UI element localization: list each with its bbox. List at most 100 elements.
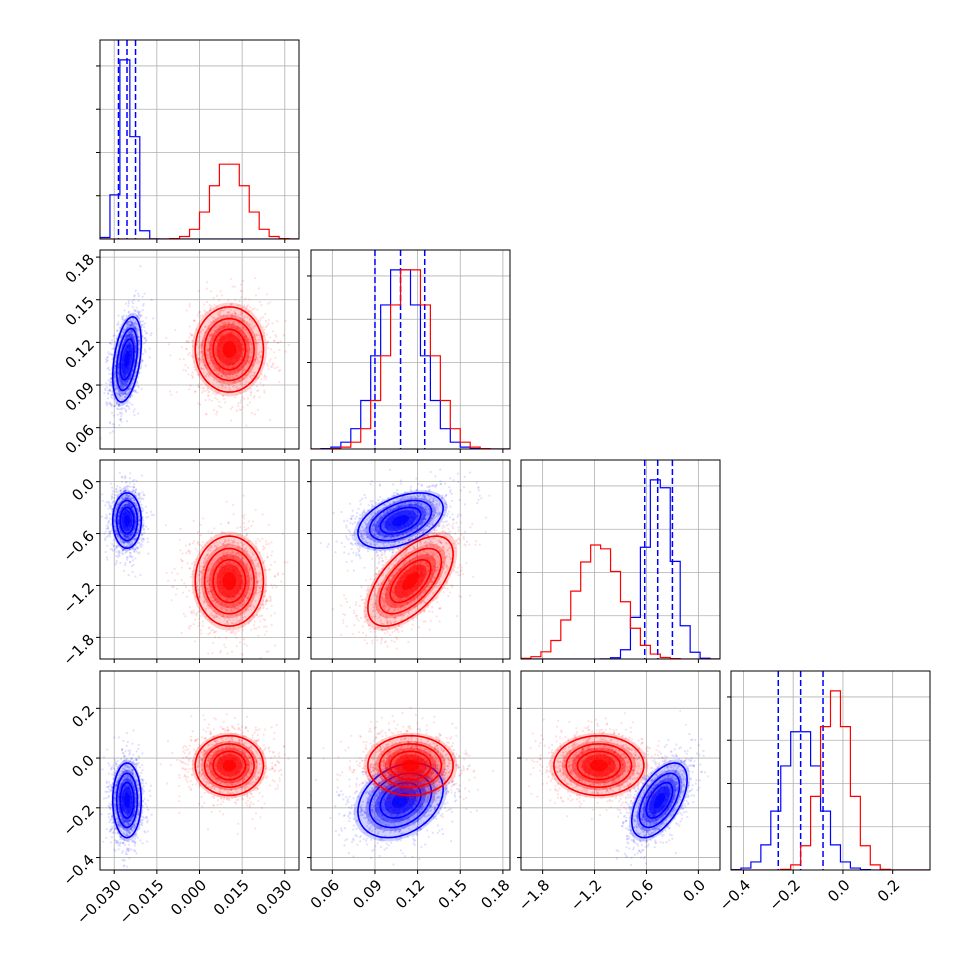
sample-point xyxy=(227,367,230,370)
sample-point xyxy=(134,320,137,323)
sample-point xyxy=(243,368,246,371)
sample-point xyxy=(119,382,122,385)
sample-point xyxy=(108,388,111,391)
sample-point xyxy=(121,344,124,347)
sample-point xyxy=(226,326,230,329)
sample-point xyxy=(130,333,133,336)
sample-point xyxy=(133,295,136,298)
sample-point xyxy=(258,360,261,363)
sample-point xyxy=(108,421,112,424)
sample-point xyxy=(125,383,128,386)
sample-point xyxy=(110,411,114,414)
sample-point xyxy=(201,620,204,623)
sample-point xyxy=(134,351,137,354)
sample-point xyxy=(253,413,256,416)
sample-point xyxy=(137,352,140,355)
sample-point xyxy=(240,356,244,359)
sample-point xyxy=(130,329,133,332)
sample-point xyxy=(192,542,195,545)
sample-point xyxy=(122,332,125,335)
sample-point xyxy=(133,339,136,343)
sample-point xyxy=(132,298,136,302)
sample-point xyxy=(106,558,109,561)
sample-point xyxy=(128,389,131,392)
sample-point xyxy=(218,361,221,365)
sample-point xyxy=(199,403,202,406)
sample-point xyxy=(128,335,131,338)
sample-point xyxy=(253,395,256,398)
sample-point xyxy=(108,353,111,356)
sample-point xyxy=(111,500,114,503)
sample-point xyxy=(106,359,109,362)
diag-panel-0 xyxy=(96,39,300,243)
sample-point xyxy=(123,328,126,331)
sample-point xyxy=(219,522,223,525)
sample-point xyxy=(236,327,239,330)
sample-point xyxy=(214,346,217,349)
sample-point xyxy=(188,325,191,328)
sample-point xyxy=(109,401,112,404)
sample-point xyxy=(150,332,153,335)
sample-point xyxy=(231,405,234,409)
sample-point xyxy=(132,317,135,320)
sample-point xyxy=(121,316,124,319)
sample-point xyxy=(240,283,243,286)
sample-point xyxy=(121,382,124,385)
sample-point xyxy=(260,304,263,307)
sample-point xyxy=(104,358,108,361)
sample-point xyxy=(263,328,266,332)
sample-point xyxy=(105,401,108,404)
sample-point xyxy=(268,360,271,363)
sample-point xyxy=(117,550,120,553)
sample-point xyxy=(211,338,214,341)
sample-point xyxy=(252,374,255,377)
sample-point xyxy=(113,376,116,379)
sample-point xyxy=(135,380,139,383)
sample-point xyxy=(200,350,203,353)
sample-point xyxy=(179,527,182,530)
sample-point xyxy=(145,339,148,342)
sample-point xyxy=(182,612,185,615)
sample-point xyxy=(115,402,118,405)
sample-point xyxy=(116,329,119,332)
sample-point xyxy=(207,391,210,394)
sample-point xyxy=(119,382,122,385)
sample-point xyxy=(109,431,112,434)
sample-point xyxy=(142,353,145,356)
sample-point xyxy=(124,551,127,554)
sample-point xyxy=(123,385,126,388)
sample-point xyxy=(250,390,253,393)
sample-point xyxy=(111,339,114,342)
sample-point xyxy=(125,314,128,317)
sample-point xyxy=(220,375,223,378)
sample-point xyxy=(198,359,201,362)
sample-point xyxy=(128,333,132,336)
sample-point xyxy=(201,624,204,627)
sample-point xyxy=(254,277,257,280)
sample-point xyxy=(108,501,111,504)
sample-point xyxy=(115,391,118,394)
sample-point xyxy=(130,333,133,336)
sample-point xyxy=(231,650,234,653)
diag-panel-2 xyxy=(517,459,721,663)
sample-point xyxy=(267,346,270,350)
sample-point xyxy=(105,556,108,559)
sample-point xyxy=(125,480,128,484)
axes-frame xyxy=(730,670,931,871)
sample-point xyxy=(262,607,265,610)
sample-point xyxy=(136,546,139,549)
sample-point xyxy=(263,633,266,636)
sample-point xyxy=(214,393,217,396)
sample-point xyxy=(123,338,127,341)
histogram-step xyxy=(311,269,510,449)
sample-point xyxy=(120,385,123,388)
sample-point xyxy=(133,359,136,362)
sample-point xyxy=(272,330,275,333)
diag-panel-1 xyxy=(307,249,511,453)
sample-point xyxy=(243,335,247,338)
sample-point xyxy=(212,378,215,382)
sample-point xyxy=(132,379,135,382)
sample-point xyxy=(229,371,232,374)
sample-point xyxy=(238,386,241,389)
sample-point xyxy=(206,388,210,391)
